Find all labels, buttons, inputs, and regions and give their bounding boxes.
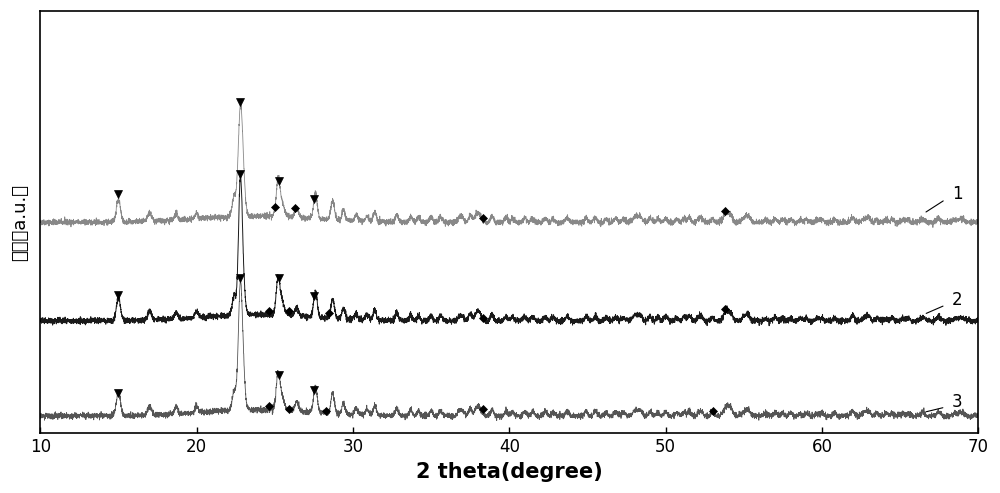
Text: 1: 1 xyxy=(952,185,962,203)
Text: 2: 2 xyxy=(952,291,962,309)
Text: 3: 3 xyxy=(952,393,962,411)
X-axis label: 2 theta(degree): 2 theta(degree) xyxy=(416,462,603,482)
Y-axis label: 强度（a.u.）: 强度（a.u.） xyxy=(11,184,29,261)
